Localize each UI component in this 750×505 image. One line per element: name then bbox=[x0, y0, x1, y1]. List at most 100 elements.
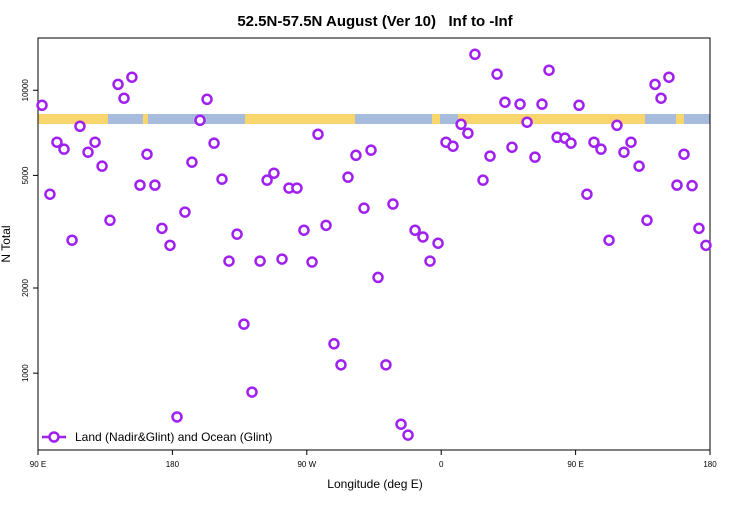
data-point bbox=[424, 255, 436, 267]
data-point bbox=[641, 214, 653, 227]
data-point bbox=[89, 136, 101, 148]
data-point bbox=[536, 98, 548, 110]
data-point bbox=[521, 116, 533, 128]
data-point bbox=[387, 198, 399, 210]
data-point bbox=[223, 255, 235, 267]
data-point bbox=[409, 224, 421, 236]
data-point bbox=[625, 136, 637, 148]
data-point bbox=[358, 202, 370, 214]
data-point bbox=[417, 231, 429, 243]
data-point bbox=[447, 140, 459, 152]
data-point bbox=[455, 118, 467, 131]
legend-label: Land (Nadir&Glint) and Ocean (Glint) bbox=[75, 430, 272, 444]
data-point bbox=[350, 149, 362, 162]
data-point bbox=[328, 338, 340, 350]
x-tick-label: 180 bbox=[703, 460, 717, 469]
chart-title: 52.5N-57.5N August (Ver 10) Inf to -Inf bbox=[237, 13, 513, 30]
x-tick-label: 180 bbox=[166, 460, 180, 469]
data-point bbox=[179, 206, 191, 218]
legend-marker bbox=[48, 431, 60, 443]
data-point bbox=[477, 174, 489, 186]
data-point bbox=[678, 148, 690, 160]
data-point bbox=[254, 255, 266, 267]
data-point bbox=[291, 182, 303, 194]
data-point bbox=[201, 93, 213, 106]
data-point bbox=[246, 386, 258, 398]
surface-strip bbox=[38, 114, 108, 124]
data-point bbox=[655, 92, 667, 104]
surface-strip bbox=[432, 114, 440, 124]
surface-strip bbox=[440, 114, 458, 124]
surface-strip bbox=[458, 114, 645, 124]
data-point bbox=[633, 160, 645, 172]
data-point bbox=[663, 71, 675, 83]
data-point bbox=[36, 99, 48, 112]
data-point bbox=[335, 359, 347, 371]
data-point bbox=[126, 71, 138, 83]
data-point bbox=[581, 188, 593, 200]
data-point bbox=[194, 114, 206, 127]
x-tick-label: 90 W bbox=[297, 460, 316, 469]
x-axis-label: Longitude (deg E) bbox=[327, 477, 422, 491]
data-point bbox=[693, 222, 705, 235]
data-point bbox=[595, 143, 607, 155]
data-point bbox=[156, 222, 168, 235]
surface-strip bbox=[355, 114, 432, 124]
data-point bbox=[231, 228, 243, 240]
data-point bbox=[506, 141, 518, 153]
y-tick-label: 1000 bbox=[21, 364, 30, 382]
data-point bbox=[186, 156, 198, 168]
x-tick-label: 0 bbox=[439, 460, 444, 469]
data-point bbox=[700, 239, 712, 252]
data-point bbox=[208, 137, 220, 149]
surface-strip bbox=[143, 114, 148, 124]
data-point bbox=[238, 318, 250, 330]
data-point bbox=[44, 188, 56, 200]
data-point bbox=[104, 214, 116, 227]
y-tick-label: 2000 bbox=[21, 279, 30, 297]
surface-strip bbox=[645, 114, 676, 124]
data-point bbox=[74, 120, 86, 133]
x-tick-label: 90 E bbox=[30, 460, 46, 469]
data-point bbox=[298, 224, 310, 236]
data-point bbox=[306, 256, 318, 268]
y-tick-label: 5000 bbox=[21, 166, 30, 184]
data-point bbox=[118, 92, 130, 104]
data-point bbox=[320, 219, 332, 232]
data-point bbox=[514, 98, 526, 110]
data-point bbox=[82, 146, 94, 158]
data-point bbox=[402, 429, 414, 441]
data-point bbox=[141, 148, 153, 160]
data-point bbox=[671, 179, 683, 191]
data-point bbox=[112, 78, 124, 91]
data-point bbox=[543, 64, 555, 76]
data-point bbox=[469, 48, 481, 61]
data-point bbox=[66, 234, 78, 246]
data-point bbox=[58, 143, 70, 155]
data-point bbox=[268, 167, 280, 179]
data-point bbox=[365, 144, 377, 156]
data-point bbox=[462, 127, 474, 139]
surface-strip bbox=[245, 114, 355, 124]
data-point bbox=[171, 411, 183, 423]
data-point bbox=[686, 179, 698, 192]
data-point bbox=[51, 136, 63, 148]
data-point bbox=[611, 119, 623, 132]
data-point bbox=[96, 160, 108, 172]
data-point bbox=[395, 418, 407, 430]
data-point bbox=[312, 128, 324, 140]
data-point bbox=[164, 239, 176, 252]
data-point bbox=[618, 146, 630, 158]
data-point bbox=[499, 96, 511, 108]
data-point bbox=[261, 174, 273, 186]
data-point bbox=[491, 68, 503, 80]
data-point bbox=[603, 234, 615, 246]
y-tick-label: 10000 bbox=[21, 79, 30, 102]
data-point bbox=[565, 137, 577, 149]
surface-strip bbox=[108, 114, 143, 124]
data-point bbox=[484, 150, 496, 162]
data-point bbox=[276, 253, 288, 265]
x-tick-label: 90 E bbox=[567, 460, 583, 469]
